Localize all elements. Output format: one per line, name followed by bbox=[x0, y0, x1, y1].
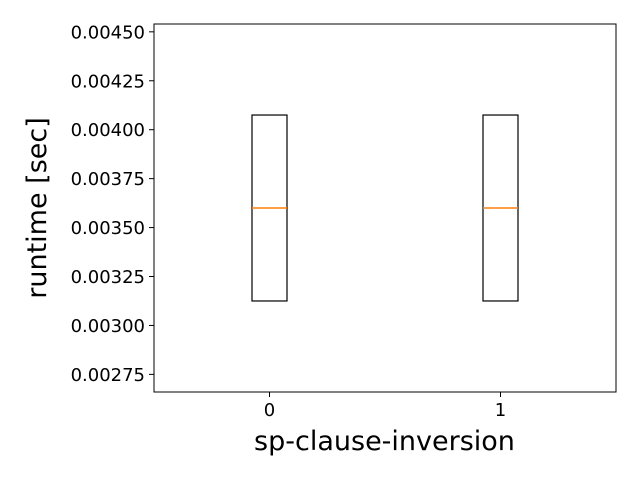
y-tick-label: 0.00300 bbox=[71, 316, 145, 337]
y-tick-label: 0.00275 bbox=[71, 365, 145, 386]
y-axis-ticks: 0.00275 0.00300 0.00325 0.00350 0.00375 0.004… bbox=[71, 22, 154, 386]
y-tick-label: 0.00375 bbox=[71, 169, 145, 190]
plot-frame bbox=[153, 23, 617, 393]
y-tick-label: 0.00450 bbox=[71, 22, 145, 43]
x-axis-label: sp-clause-inversion bbox=[254, 426, 515, 457]
x-tick-label: 0 bbox=[264, 400, 275, 421]
y-tick-label: 0.00325 bbox=[71, 267, 145, 288]
box-series bbox=[251, 114, 519, 302]
y-axis-label: runtime [sec] bbox=[22, 117, 53, 299]
y-tick-label: 0.00425 bbox=[71, 71, 145, 92]
x-tick-label: 1 bbox=[495, 400, 506, 421]
y-tick-label: 0.00350 bbox=[71, 218, 145, 239]
y-tick-label: 0.00400 bbox=[71, 120, 145, 141]
plot-area bbox=[153, 23, 617, 393]
